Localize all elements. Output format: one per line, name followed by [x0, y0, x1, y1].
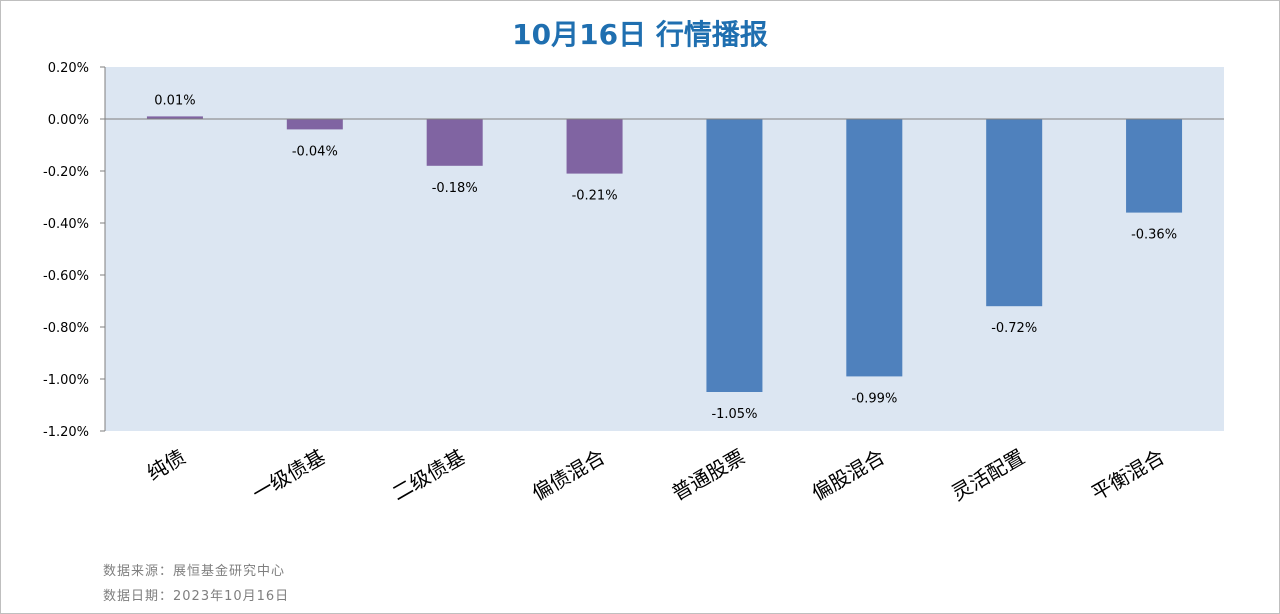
y-tick-label: -0.20%: [43, 165, 89, 180]
data-label-2: -0.04%: [292, 144, 338, 159]
bar-7: [986, 119, 1043, 307]
chart-title: 10月16日 行情播报: [512, 18, 768, 51]
x-category-label: 平衡混合: [1087, 445, 1168, 506]
y-tick-label: 0.00%: [48, 113, 89, 128]
plot-area: [105, 67, 1224, 431]
x-category-label: 普通股票: [668, 445, 749, 506]
bar-3: [426, 119, 483, 166]
data-date-note: 数据日期：2023年10月16日: [103, 589, 290, 604]
x-category-label: 纯债: [143, 445, 190, 486]
y-tick-label: -0.40%: [43, 217, 89, 232]
data-label-3: -0.18%: [432, 181, 478, 196]
x-category-label: 一级债基: [248, 445, 329, 506]
y-tick-label: -0.80%: [43, 321, 89, 336]
y-tick-label: -1.00%: [43, 373, 89, 388]
y-tick-label: -1.20%: [43, 425, 89, 440]
x-category-label: 灵活配置: [947, 445, 1028, 506]
data-label-1: 0.01%: [154, 93, 195, 108]
data-label-7: -0.72%: [991, 321, 1037, 336]
bar-6: [846, 119, 903, 377]
bar-4: [566, 119, 623, 174]
data-label-5: -1.05%: [711, 407, 757, 422]
data-label-4: -0.21%: [572, 189, 618, 204]
x-category-label: 二级债基: [388, 445, 469, 506]
x-category-label: 偏股混合: [808, 445, 889, 506]
x-category-label: 偏债混合: [528, 445, 609, 506]
data-label-8: -0.36%: [1131, 228, 1177, 243]
bar-8: [1126, 119, 1183, 213]
bar-1: [146, 116, 203, 119]
y-tick-label: -0.60%: [43, 269, 89, 284]
data-source-note: 数据来源：展恒基金研究中心: [103, 564, 286, 579]
bar-5: [706, 119, 763, 392]
y-tick-label: 0.20%: [48, 61, 89, 76]
data-label-6: -0.99%: [851, 391, 897, 406]
bar-2: [286, 119, 343, 130]
